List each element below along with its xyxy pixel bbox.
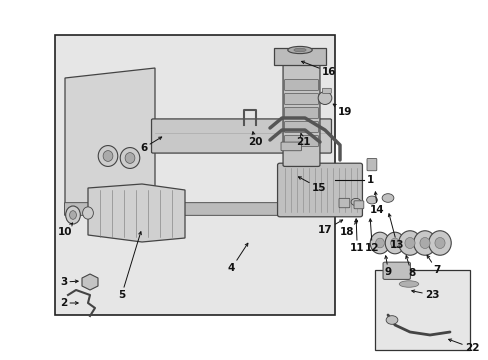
Text: 20: 20 [247,132,262,147]
Text: 17: 17 [317,220,342,235]
Ellipse shape [318,91,331,104]
FancyBboxPatch shape [284,94,318,104]
Text: 3: 3 [60,277,78,287]
Bar [55,35,334,315]
Text: 10: 10 [58,223,72,237]
FancyBboxPatch shape [284,108,318,118]
Ellipse shape [82,207,93,219]
Ellipse shape [375,238,384,248]
Text: 15: 15 [298,177,326,193]
Text: 13: 13 [387,214,404,250]
Polygon shape [273,48,325,65]
Text: 18: 18 [339,221,357,237]
Bar [374,270,469,350]
Ellipse shape [404,238,414,248]
Ellipse shape [398,281,418,287]
Polygon shape [82,274,98,290]
Text: 1: 1 [366,175,373,185]
FancyBboxPatch shape [284,122,318,132]
Text: 7: 7 [426,255,440,275]
Ellipse shape [369,232,389,254]
Text: 5: 5 [118,232,141,300]
FancyBboxPatch shape [151,119,331,153]
Ellipse shape [419,238,429,248]
Circle shape [350,198,360,206]
Text: 22: 22 [447,339,479,353]
Ellipse shape [390,238,399,248]
Text: 14: 14 [369,192,384,215]
Text: 19: 19 [332,104,352,117]
FancyBboxPatch shape [64,203,330,215]
Ellipse shape [125,153,135,163]
Text: 4: 4 [227,243,247,273]
Ellipse shape [287,46,311,54]
Ellipse shape [103,150,113,161]
Polygon shape [88,184,184,242]
FancyBboxPatch shape [338,198,349,208]
Text: 2: 2 [60,298,78,308]
Ellipse shape [120,148,140,168]
Polygon shape [65,68,155,210]
FancyBboxPatch shape [277,163,362,217]
Ellipse shape [413,231,435,255]
Ellipse shape [65,206,80,224]
Ellipse shape [385,232,404,254]
Text: 9: 9 [384,256,391,277]
FancyBboxPatch shape [284,136,318,147]
Text: 21: 21 [295,134,310,147]
FancyBboxPatch shape [353,201,363,209]
Text: 8: 8 [405,256,414,278]
Ellipse shape [434,238,444,248]
Ellipse shape [293,48,305,52]
FancyBboxPatch shape [366,158,376,171]
Circle shape [381,194,393,202]
FancyBboxPatch shape [283,59,319,166]
Text: 11: 11 [349,219,364,253]
FancyBboxPatch shape [281,142,301,151]
Ellipse shape [69,211,76,219]
Circle shape [386,316,397,324]
Text: 6: 6 [140,137,162,153]
Ellipse shape [98,145,118,166]
Text: 12: 12 [364,219,379,253]
Ellipse shape [398,231,420,255]
Circle shape [366,196,377,204]
Ellipse shape [428,231,450,255]
FancyBboxPatch shape [382,262,409,279]
Text: 16: 16 [301,61,336,77]
FancyBboxPatch shape [322,88,331,93]
FancyBboxPatch shape [284,80,318,90]
Text: 23: 23 [411,290,439,300]
